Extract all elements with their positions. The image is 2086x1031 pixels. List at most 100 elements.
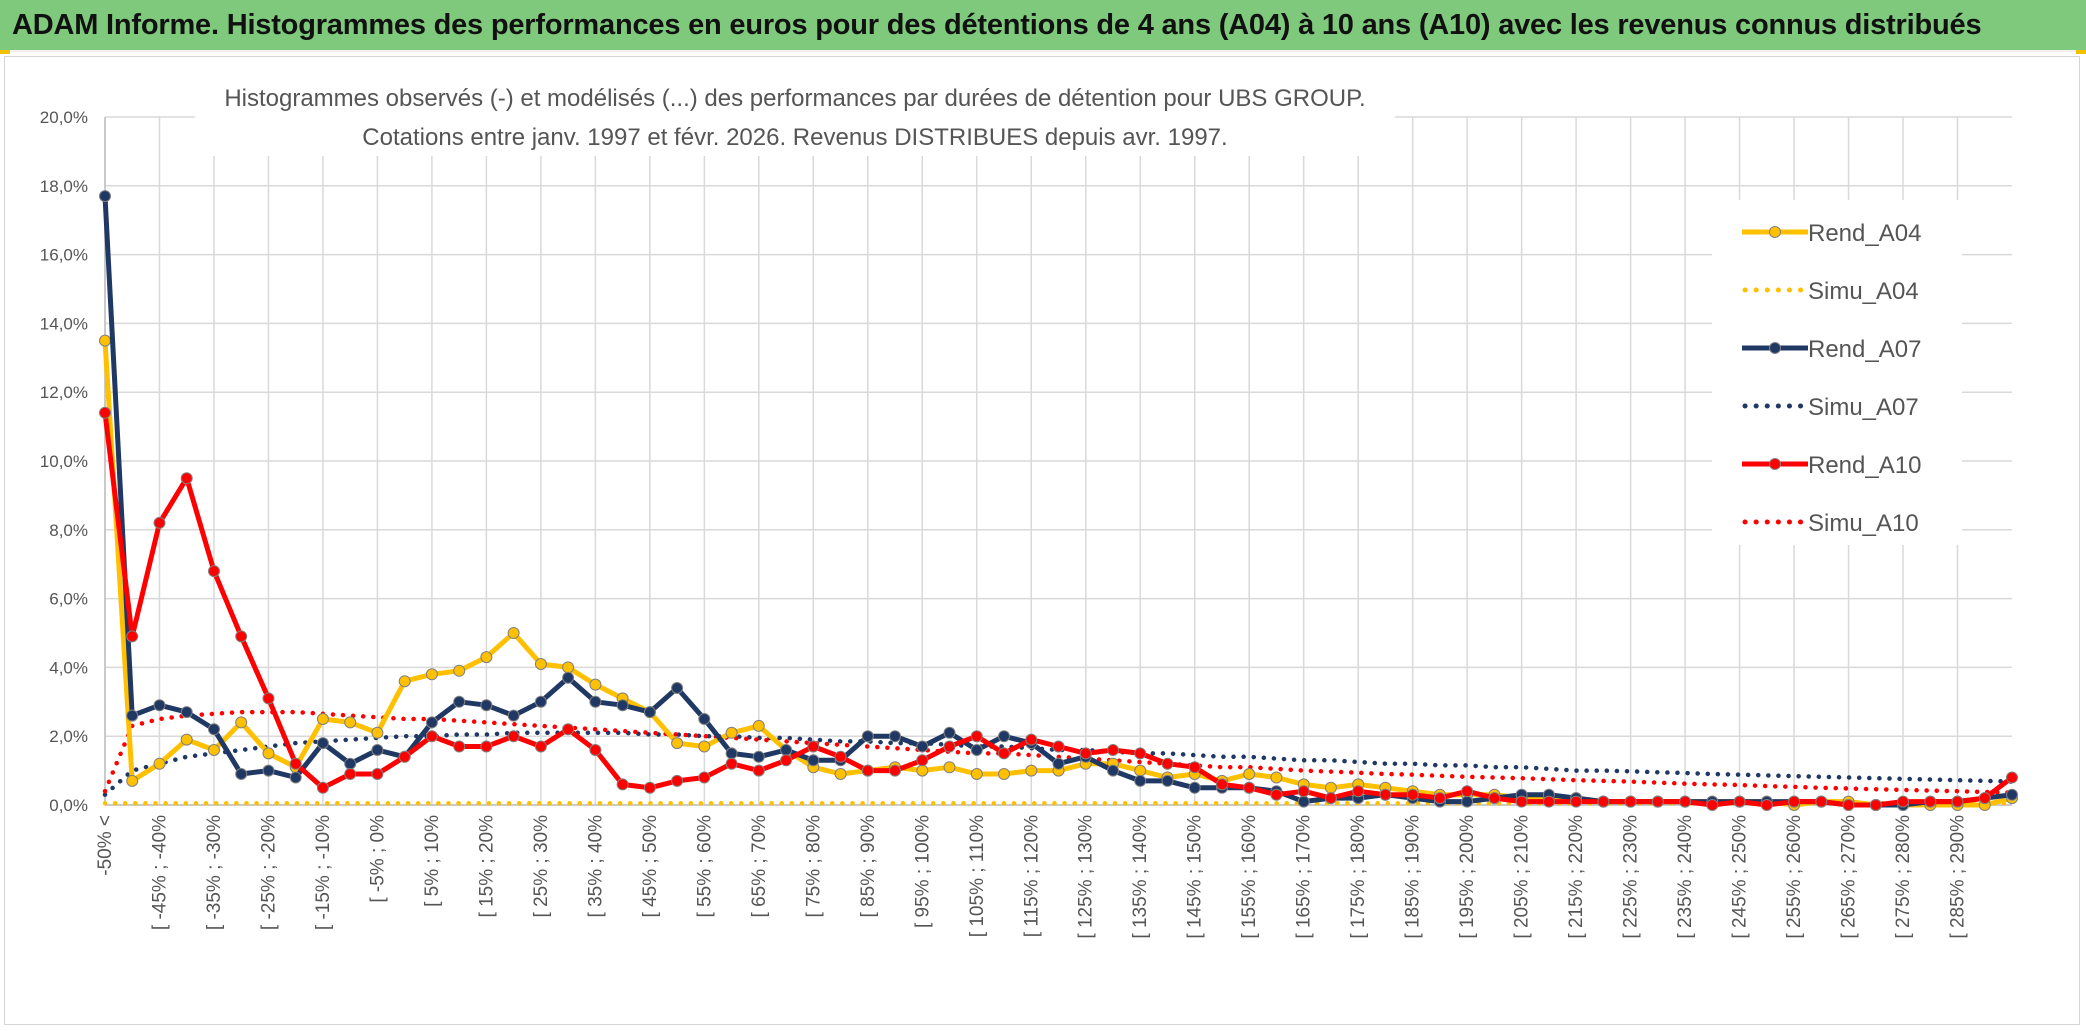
- data-point: [1597, 795, 1610, 808]
- data-point: [1352, 785, 1365, 798]
- data-point: [480, 740, 493, 753]
- data-point: [861, 730, 874, 743]
- data-point: [316, 737, 329, 750]
- data-point: [589, 678, 602, 691]
- x-tick-label: [ 25% ; 30%: [531, 815, 552, 918]
- data-point: [480, 699, 493, 712]
- data-point: [1624, 795, 1637, 808]
- data-point: [1924, 795, 1937, 808]
- x-tick-label: [ 255% ; 260%: [1784, 815, 1805, 939]
- data-point: [916, 764, 929, 777]
- data-point: [698, 713, 711, 725]
- data-point: [344, 757, 357, 770]
- x-tick-label: [ 195% ; 200%: [1457, 815, 1478, 939]
- data-point: [616, 778, 629, 791]
- data-point: [1869, 799, 1882, 811]
- data-point: [671, 774, 684, 787]
- data-point: [1297, 795, 1310, 808]
- legend-label: Rend_A07: [1808, 336, 1921, 363]
- data-point: [398, 675, 411, 688]
- data-point: [1025, 764, 1038, 777]
- legend-marker: [1769, 226, 1781, 238]
- data-point: [1161, 757, 1174, 770]
- data-point: [970, 768, 983, 780]
- data-point: [1107, 744, 1119, 756]
- data-point: [752, 764, 765, 777]
- data-point: [698, 771, 711, 784]
- data-point: [425, 730, 438, 743]
- data-point: [208, 744, 220, 756]
- data-point: [371, 744, 384, 756]
- y-tick-label: 20,0%: [40, 108, 88, 127]
- data-point: [752, 750, 765, 763]
- x-tick-label: [ 175% ; 180%: [1348, 815, 1369, 939]
- data-point: [316, 781, 329, 794]
- data-point: [99, 406, 111, 419]
- y-tick-label: 8,0%: [49, 521, 88, 540]
- data-point: [970, 744, 983, 756]
- data-point: [916, 740, 929, 753]
- x-tick-label: [ 55% ; 60%: [694, 815, 715, 918]
- data-point: [208, 565, 220, 578]
- chart-title: Histogrammes observés (-) et modélisés (…: [224, 85, 1365, 112]
- data-point: [453, 740, 466, 753]
- data-point: [970, 730, 983, 743]
- data-point: [780, 744, 793, 756]
- data-point: [289, 771, 302, 784]
- data-point: [1978, 792, 1991, 805]
- data-point: [1052, 757, 1065, 770]
- legend-item-simu-a10: Simu_A10: [1742, 510, 1919, 537]
- data-point: [453, 664, 466, 677]
- data-point: [534, 695, 547, 708]
- legend-item-simu-a07: Simu_A07: [1742, 394, 1919, 421]
- x-tick-label: [ 145% ; 150%: [1185, 815, 1206, 939]
- title-layer: Histogrammes observés (-) et modélisés (…: [195, 76, 1395, 156]
- banner: ADAM Informe. Histogrammes des performan…: [0, 0, 2086, 52]
- data-point: [344, 716, 357, 729]
- data-point: [1379, 788, 1392, 801]
- data-point: [616, 699, 629, 712]
- data-point: [1324, 781, 1337, 794]
- data-point: [1297, 785, 1310, 798]
- data-point: [371, 726, 384, 739]
- data-point: [1161, 774, 1174, 787]
- x-tick-label: [ -5% ; 0%: [367, 815, 388, 903]
- x-tick-label: [ 45% ; 50%: [640, 815, 661, 918]
- x-tick-label: [ 75% ; 80%: [803, 815, 824, 918]
- title-background: [195, 76, 1395, 156]
- data-point: [1570, 795, 1583, 808]
- legend-item-simu-a04: Simu_A04: [1742, 278, 1919, 305]
- x-tick-label: [ 285% ; 290%: [1948, 815, 1969, 939]
- series-line: [102, 709, 2015, 795]
- data-point: [1025, 733, 1038, 746]
- data-point: [398, 750, 411, 763]
- y-tick-label: 2,0%: [49, 727, 88, 746]
- x-tick-label: [ 235% ; 240%: [1675, 815, 1696, 939]
- data-point: [235, 716, 248, 729]
- x-tick-label: [ 225% ; 230%: [1621, 815, 1642, 939]
- data-point: [316, 713, 329, 725]
- y-tick-label: 18,0%: [40, 177, 88, 196]
- legend-item-rend-a10: Rend_A10: [1742, 452, 1921, 479]
- data-point: [425, 716, 438, 729]
- data-point: [2006, 771, 2018, 784]
- legend-label: Rend_A04: [1808, 220, 1921, 247]
- y-tick-label: 6,0%: [49, 590, 88, 609]
- data-point: [1079, 747, 1092, 760]
- data-point: [1188, 761, 1201, 774]
- data-point: [235, 768, 248, 780]
- data-point: [507, 709, 520, 722]
- series-rend-a10: [99, 406, 2018, 811]
- y-tick-label: 0,0%: [49, 796, 88, 815]
- legend-background: [1712, 200, 1962, 545]
- legend-item-rend-a07: Rend_A07: [1742, 336, 1921, 363]
- data-point: [180, 472, 193, 485]
- x-tick-label: [ 215% ; 220%: [1566, 815, 1587, 939]
- data-point: [916, 754, 929, 767]
- banner-title: ADAM Informe. Histogrammes des performan…: [12, 8, 1982, 41]
- legend-label: Rend_A10: [1808, 452, 1921, 479]
- data-point: [671, 682, 684, 694]
- data-point: [943, 726, 956, 739]
- data-point: [180, 706, 193, 719]
